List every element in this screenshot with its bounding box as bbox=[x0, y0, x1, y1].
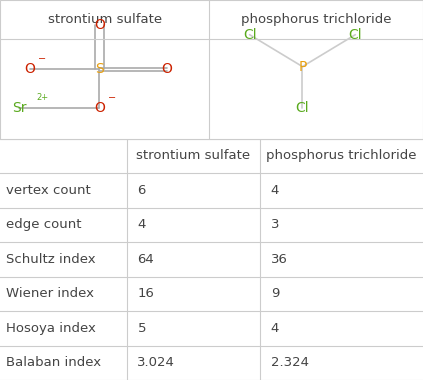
Text: strontium sulfate: strontium sulfate bbox=[137, 149, 250, 162]
Text: O: O bbox=[94, 101, 105, 115]
Text: 64: 64 bbox=[137, 253, 154, 266]
Text: −: − bbox=[38, 54, 47, 64]
Text: 3.024: 3.024 bbox=[137, 356, 176, 369]
Text: Hosoya index: Hosoya index bbox=[6, 322, 96, 335]
Text: Schultz index: Schultz index bbox=[6, 253, 96, 266]
Text: 3: 3 bbox=[271, 218, 279, 231]
Text: Cl: Cl bbox=[296, 101, 309, 115]
Text: Sr: Sr bbox=[12, 101, 26, 115]
Text: vertex count: vertex count bbox=[6, 184, 91, 197]
Text: P: P bbox=[298, 60, 307, 74]
Text: Cl: Cl bbox=[349, 28, 362, 42]
Text: strontium sulfate: strontium sulfate bbox=[48, 13, 162, 26]
Text: O: O bbox=[94, 18, 105, 32]
Text: Wiener index: Wiener index bbox=[6, 287, 94, 300]
Text: −: − bbox=[108, 93, 116, 103]
Text: edge count: edge count bbox=[6, 218, 82, 231]
Text: 16: 16 bbox=[137, 287, 154, 300]
Text: phosphorus trichloride: phosphorus trichloride bbox=[241, 13, 391, 26]
Text: 4: 4 bbox=[271, 322, 279, 335]
Text: 9: 9 bbox=[271, 287, 279, 300]
Text: O: O bbox=[24, 62, 35, 76]
Text: 36: 36 bbox=[271, 253, 288, 266]
Text: phosphorus trichloride: phosphorus trichloride bbox=[266, 149, 417, 162]
Text: 4: 4 bbox=[137, 218, 146, 231]
Text: 2.324: 2.324 bbox=[271, 356, 309, 369]
Text: S: S bbox=[95, 62, 104, 76]
Text: 6: 6 bbox=[137, 184, 146, 197]
Text: 2+: 2+ bbox=[36, 93, 48, 102]
Text: Balaban index: Balaban index bbox=[6, 356, 102, 369]
Text: O: O bbox=[162, 62, 173, 76]
Text: Cl: Cl bbox=[243, 28, 256, 42]
Text: 4: 4 bbox=[271, 184, 279, 197]
Text: 5: 5 bbox=[137, 322, 146, 335]
